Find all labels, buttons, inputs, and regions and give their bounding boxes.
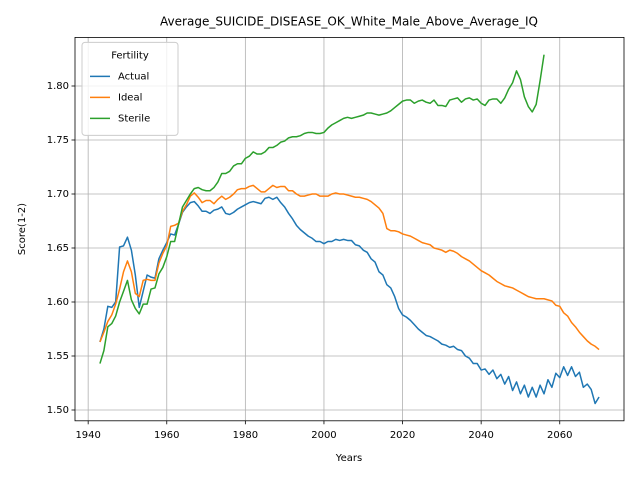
- legend-label: Sterile: [118, 113, 150, 124]
- y-tick-label: 1.70: [47, 189, 69, 200]
- legend: Fertility Actual Ideal Sterile: [81, 41, 179, 136]
- y-axis-label: Score(1-2): [17, 203, 28, 255]
- line-series: [99, 54, 545, 364]
- y-tick-label: 1.55: [47, 351, 69, 362]
- y-tick-label: 1.80: [47, 81, 69, 92]
- x-tick-label: 2020: [390, 430, 415, 441]
- legend-box: [81, 41, 179, 136]
- y-tick-label: 1.60: [47, 297, 69, 308]
- x-tick-label: 2040: [468, 430, 493, 441]
- x-tick-label: 2000: [311, 430, 336, 441]
- axes-frame: [74, 37, 625, 422]
- legend-label: Actual: [118, 71, 149, 82]
- legend-title: Fertility: [111, 50, 149, 61]
- line-series: [99, 184, 600, 351]
- x-axis-label: Years: [335, 453, 362, 464]
- y-tick-label: 1.65: [47, 243, 69, 254]
- x-tick-label: 1960: [154, 430, 179, 441]
- chart-title: Average_SUICIDE_DISEASE_OK_White_Male_Ab…: [160, 15, 538, 29]
- x-tick-label: 1980: [233, 430, 258, 441]
- x-tick-label: 1940: [75, 430, 100, 441]
- legend-label: Ideal: [118, 92, 142, 103]
- x-tick-label: 2060: [547, 430, 572, 441]
- y-tick-label: 1.75: [47, 135, 69, 146]
- y-tick-label: 1.50: [47, 405, 69, 416]
